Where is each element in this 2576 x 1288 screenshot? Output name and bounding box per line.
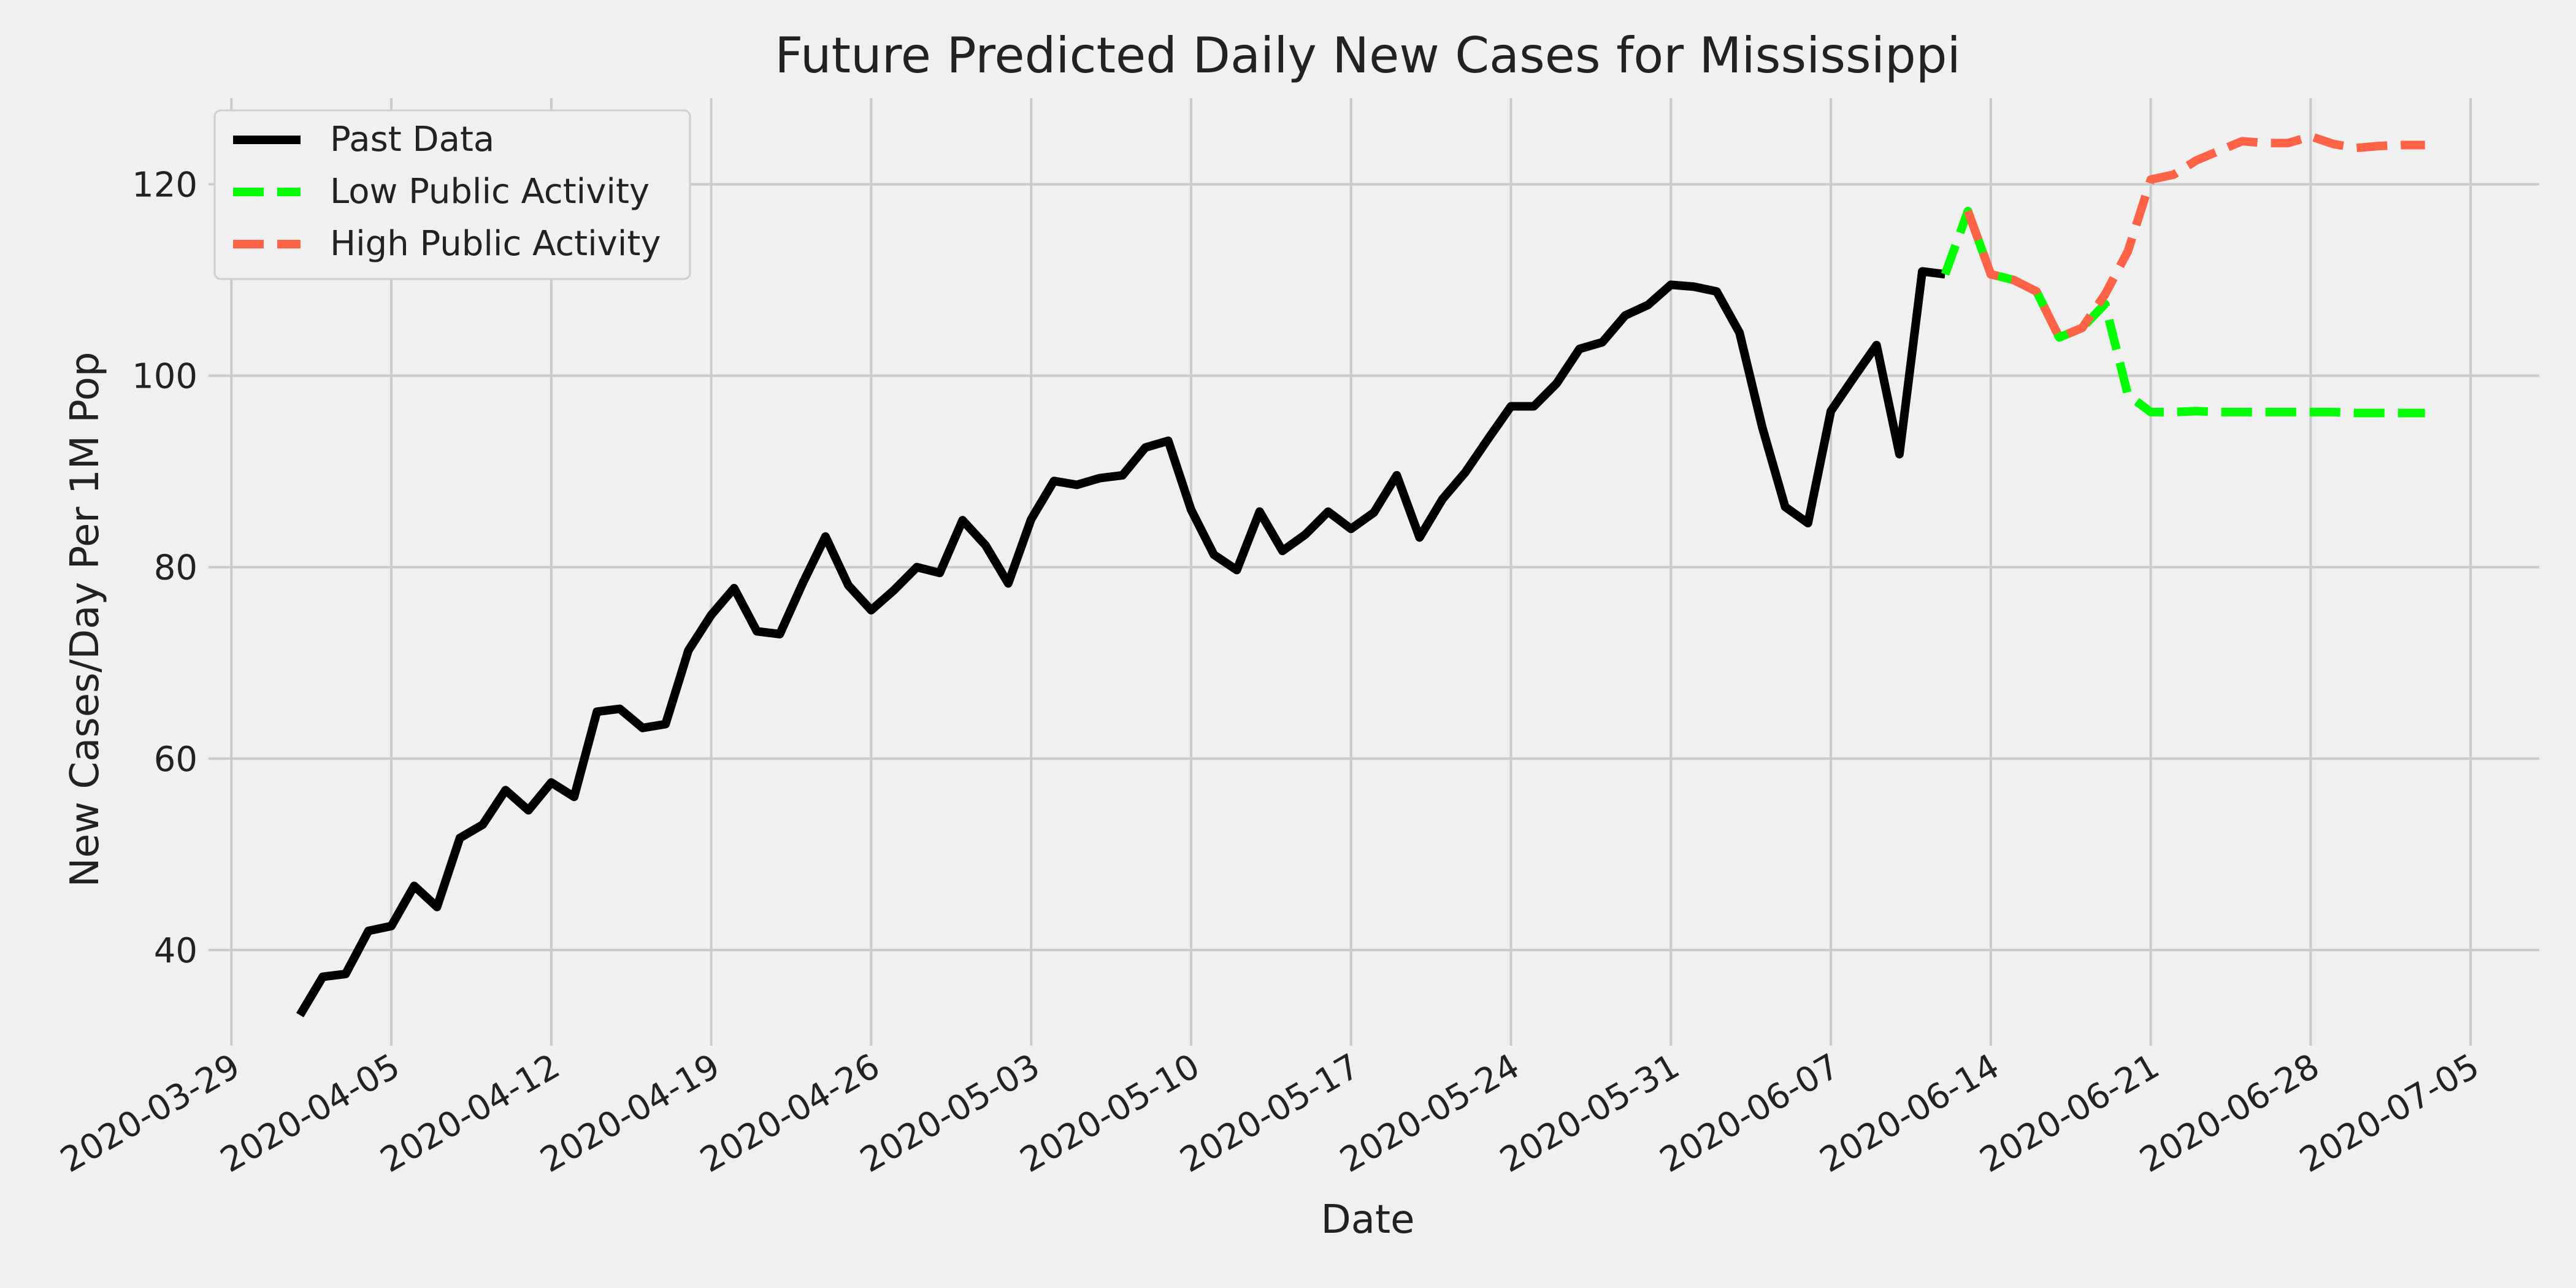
y-tick-label: 120 — [132, 165, 197, 205]
x-axis-label: Date — [1321, 1197, 1415, 1243]
y-tick-label: 60 — [154, 740, 197, 780]
y-tick-label: 40 — [154, 931, 197, 971]
legend-label-past-data: Past Data — [330, 120, 494, 159]
series-line-low-public-activity — [1941, 207, 2425, 418]
y-axis-label: New Cases/Day Per 1M Pop — [63, 352, 108, 887]
legend-box — [213, 109, 691, 280]
y-tick-label: 80 — [154, 548, 197, 588]
legend-label-low-public-activity: Low Public Activity — [330, 172, 650, 212]
y-tick-label: 100 — [132, 357, 197, 397]
y-tick-labels: 40 60 80 100 120 — [132, 165, 197, 970]
legend-label-high-public-activity: High Public Activity — [330, 224, 661, 264]
series-line-past-data — [296, 267, 1946, 1018]
legend: Past Data Low Public Activity High Publi… — [213, 109, 691, 280]
series-lines — [296, 132, 2425, 1018]
chart-title: Future Predicted Daily New Cases for Mis… — [775, 27, 1960, 84]
grid — [209, 98, 2539, 1046]
series-line-high-public-activity — [1964, 132, 2425, 342]
